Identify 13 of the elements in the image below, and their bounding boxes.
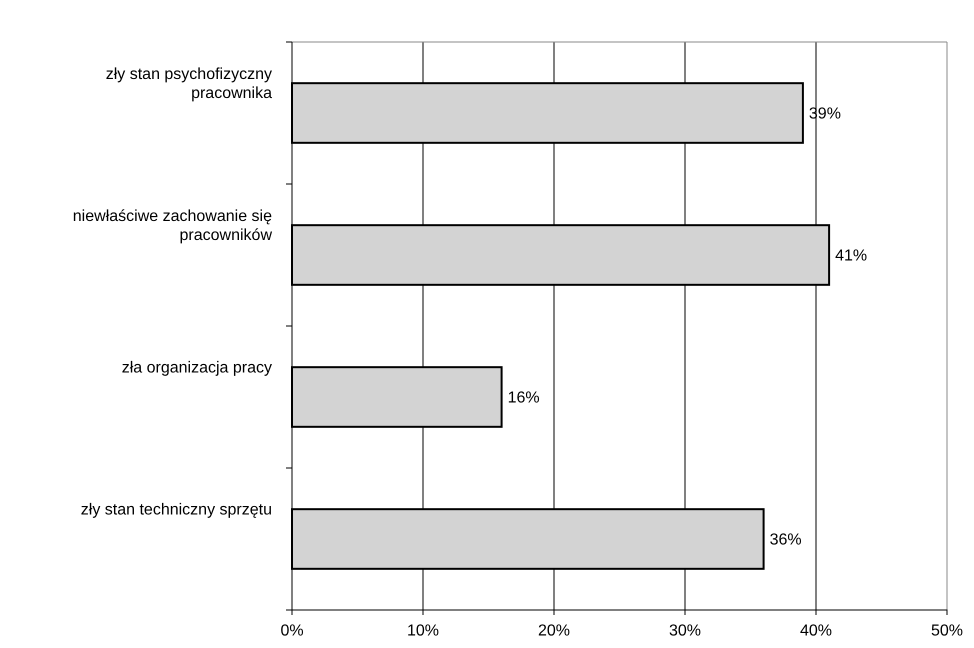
x-tick-label: 0%	[280, 622, 304, 640]
y-tick-label: zły stan techniczny sprzętu	[80, 502, 272, 519]
y-tick-label: zła organizacja pracy	[122, 360, 272, 377]
data-label: 41%	[835, 248, 868, 265]
x-tick-label: 20%	[538, 622, 570, 640]
data-label: 16%	[508, 390, 540, 407]
x-tick-label: 30%	[668, 622, 702, 640]
y-tick-label: zły stan psychofizyczny pracownika	[106, 66, 272, 102]
x-tick-label: 40%	[800, 622, 832, 640]
y-tick-label: niewłaściwe zachowanie się pracowników	[72, 208, 272, 244]
x-tick-label: 50%	[930, 622, 964, 640]
x-tick-label: 10%	[406, 622, 440, 640]
data-label: 36%	[770, 532, 802, 549]
